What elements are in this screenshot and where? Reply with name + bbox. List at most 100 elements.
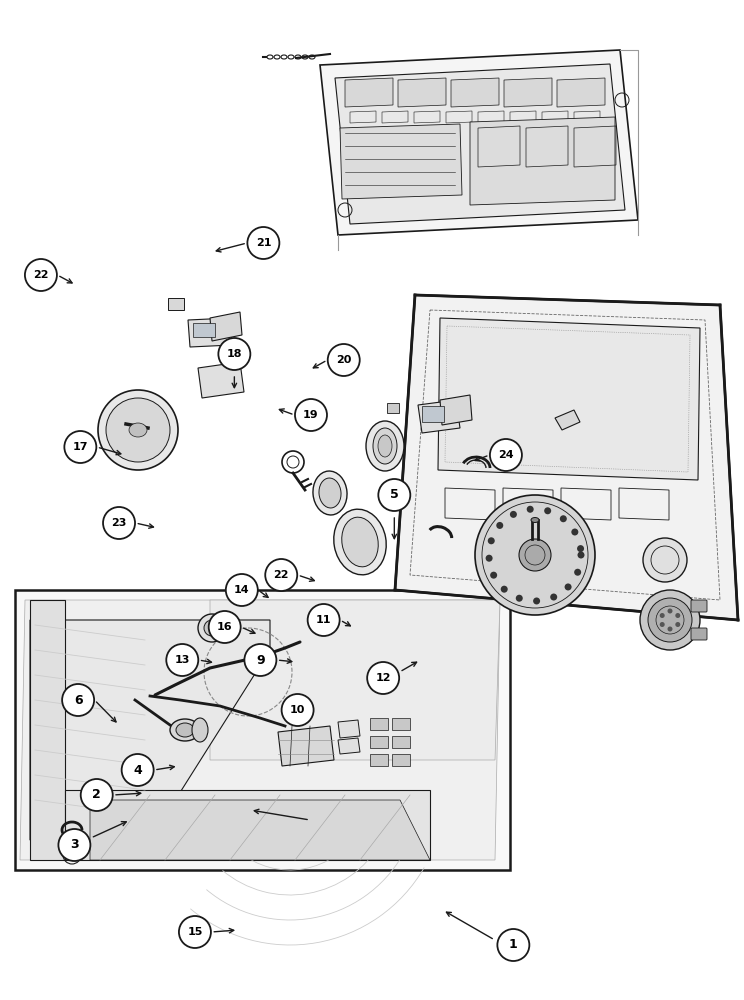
FancyBboxPatch shape [392,736,410,748]
Circle shape [490,572,497,579]
Circle shape [667,626,673,632]
Text: 2: 2 [92,788,101,802]
FancyBboxPatch shape [15,590,510,870]
Circle shape [565,583,571,590]
Polygon shape [555,410,580,430]
Text: 4: 4 [133,764,142,776]
Text: 16: 16 [217,622,233,632]
Text: 11: 11 [316,615,331,625]
Text: 3: 3 [70,838,79,852]
Ellipse shape [170,719,200,741]
Circle shape [574,569,581,576]
Polygon shape [557,78,605,107]
Circle shape [58,829,91,861]
Ellipse shape [373,428,397,464]
Text: 1: 1 [509,938,518,952]
FancyBboxPatch shape [168,298,184,310]
FancyBboxPatch shape [370,754,388,766]
Circle shape [218,338,251,370]
Circle shape [244,644,277,676]
Polygon shape [338,720,360,738]
FancyBboxPatch shape [193,323,215,337]
Circle shape [676,622,680,627]
Circle shape [519,539,551,571]
Circle shape [516,595,523,602]
Circle shape [488,537,495,544]
Text: 14: 14 [234,585,250,595]
Circle shape [281,694,314,726]
Text: 15: 15 [187,927,202,937]
Circle shape [208,611,241,643]
Text: 10: 10 [290,705,305,715]
Circle shape [378,479,411,511]
Ellipse shape [176,723,194,737]
Polygon shape [398,78,446,107]
Polygon shape [188,318,232,347]
Polygon shape [438,318,700,480]
FancyBboxPatch shape [387,403,399,413]
Text: 22: 22 [33,270,48,280]
Circle shape [640,590,700,650]
Circle shape [496,522,503,529]
Circle shape [486,555,493,562]
Text: 19: 19 [303,410,319,420]
Text: 18: 18 [227,349,242,359]
Polygon shape [90,800,430,860]
Polygon shape [338,738,360,754]
Circle shape [62,684,94,716]
Circle shape [198,614,226,642]
Circle shape [648,598,692,642]
Circle shape [660,622,664,627]
Circle shape [497,929,530,961]
Polygon shape [440,395,472,425]
Polygon shape [210,600,500,760]
Text: 23: 23 [112,518,126,528]
Polygon shape [451,78,499,107]
Ellipse shape [334,509,386,575]
Polygon shape [335,64,625,224]
Circle shape [577,552,585,558]
Circle shape [179,916,211,948]
Polygon shape [210,312,242,341]
Circle shape [510,511,517,518]
Ellipse shape [341,517,378,567]
FancyBboxPatch shape [370,718,388,730]
Circle shape [265,559,298,591]
Text: 6: 6 [74,694,83,706]
Polygon shape [470,117,615,205]
Polygon shape [30,620,270,840]
Polygon shape [198,362,244,398]
Circle shape [307,604,340,636]
Text: 20: 20 [336,355,351,365]
Circle shape [533,597,540,604]
Circle shape [475,495,595,615]
Ellipse shape [192,718,208,742]
Text: 9: 9 [256,654,265,666]
Circle shape [490,439,522,471]
FancyBboxPatch shape [691,600,707,612]
Circle shape [577,545,584,552]
Polygon shape [504,78,552,107]
Text: 21: 21 [256,238,271,248]
Ellipse shape [366,421,404,471]
Circle shape [121,754,154,786]
Text: 12: 12 [376,673,391,683]
Text: 17: 17 [73,442,88,452]
FancyBboxPatch shape [422,406,444,422]
Text: 24: 24 [498,450,514,460]
Circle shape [571,528,578,536]
Circle shape [204,620,220,636]
FancyBboxPatch shape [392,718,410,730]
FancyBboxPatch shape [392,754,410,766]
Circle shape [80,779,113,811]
Ellipse shape [319,478,341,508]
Circle shape [643,538,687,582]
Circle shape [660,613,664,618]
Circle shape [64,431,97,463]
Circle shape [544,507,551,514]
Polygon shape [395,295,738,620]
Circle shape [367,662,400,694]
Circle shape [676,613,680,618]
Circle shape [295,399,327,431]
Text: 5: 5 [390,488,399,502]
